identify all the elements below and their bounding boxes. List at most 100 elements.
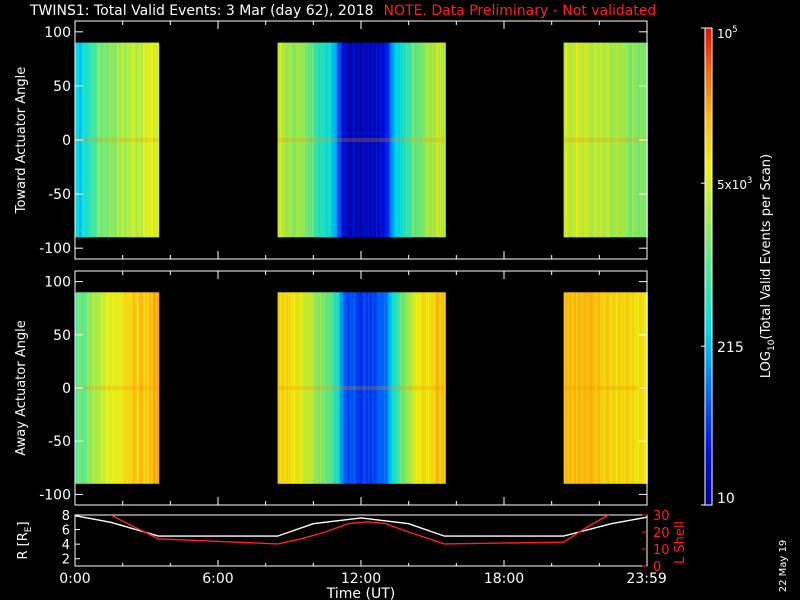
heatmap-column (571, 292, 574, 484)
colorbar-segment (705, 71, 712, 77)
colorbar-segment (705, 357, 712, 363)
title-note: NOTE. Data Preliminary - Not validated (383, 3, 657, 19)
heatmap-column (399, 42, 402, 238)
colorbar-segment (705, 393, 712, 399)
right-y-axis-label: L Shell (673, 521, 688, 564)
heatmap-column (563, 292, 566, 484)
l-shell-line (110, 515, 610, 545)
y-tick-label: 100 (44, 25, 71, 41)
heatmap-column (345, 42, 348, 238)
heatmap-column (303, 42, 306, 238)
data-block-1 (75, 292, 160, 484)
heatmap-column (85, 42, 88, 238)
colorbar-segment (705, 326, 712, 331)
heatmap-column (411, 42, 414, 238)
heatmap-column (613, 292, 616, 484)
colorbar-segment (705, 67, 712, 73)
heatmap-column (135, 292, 138, 484)
heatmap-column (143, 42, 146, 238)
heatmap-column (343, 292, 346, 484)
heatmap-column (391, 292, 394, 484)
heatmap-column (329, 42, 332, 238)
colorbar-segment (705, 481, 712, 486)
heatmap-column (437, 292, 440, 484)
colorbar-segment (705, 385, 712, 391)
x-tick-label: 23:59 (626, 571, 666, 587)
colorbar-segment (705, 107, 712, 113)
heatmap-column (379, 42, 382, 238)
heatmap-column (143, 292, 146, 484)
colorbar-segment (705, 306, 712, 311)
left-y-tick-label: 2 (62, 553, 70, 568)
heatmap-column (279, 42, 282, 238)
data-block-1 (75, 42, 160, 238)
colorbar-segment (705, 361, 712, 367)
heatmap-column (87, 42, 90, 238)
colorbar-segment (705, 473, 712, 478)
heatmap-column (287, 42, 290, 238)
colorbar-segment (705, 222, 712, 228)
colorbar-segment (705, 401, 712, 407)
colorbar-segment (705, 465, 712, 470)
heatmap-column (359, 42, 362, 238)
colorbar-segment (705, 330, 712, 335)
heatmap-column (351, 42, 354, 238)
heatmap-column (339, 292, 342, 484)
colorbar-label: LOG10(Total Valid Events per Scan) (759, 154, 777, 378)
heatmap-column (575, 42, 578, 238)
heatmap-column (395, 42, 398, 238)
heatmap-column (347, 42, 350, 238)
date-stamp: 22 May 19 (778, 540, 789, 592)
heatmap-column (321, 42, 324, 238)
heatmap-column (105, 42, 108, 238)
radius-line (75, 515, 647, 537)
heatmap-column (147, 42, 150, 238)
y-tick-label: 0 (62, 133, 71, 149)
heatmap-column (401, 42, 404, 238)
heatmap-column (573, 42, 576, 238)
data-block-2 (277, 292, 446, 484)
heatmap-column (285, 292, 288, 484)
heatmap-column (419, 42, 422, 238)
heatmap-column (335, 42, 338, 238)
colorbar-segment (705, 346, 712, 351)
heatmap-column (389, 292, 392, 484)
colorbar-segment (705, 278, 712, 284)
heatmap-column (327, 42, 330, 238)
heatmap-column (359, 292, 362, 484)
right-y-tick-label: 30 (653, 509, 670, 524)
heatmap-column (153, 42, 156, 238)
heatmap-column (427, 292, 430, 484)
heatmap-column (567, 292, 570, 484)
colorbar-segment (705, 206, 712, 212)
heatmap-column (315, 292, 318, 484)
heatmap-column (609, 292, 612, 484)
heatmap-column (603, 42, 606, 238)
heatmap-column (397, 42, 400, 238)
heatmap-column (151, 292, 154, 484)
heatmap-column (289, 292, 292, 484)
heatmap-column (299, 42, 302, 238)
colorbar-segment (705, 75, 712, 81)
heatmap-column (441, 292, 444, 484)
colorbar-segment (705, 477, 712, 482)
y-tick-label: 50 (53, 79, 71, 95)
heatmap-column (109, 42, 112, 238)
heatmap-column (441, 42, 444, 238)
colorbar-segment (705, 210, 712, 216)
colorbar-segment (705, 28, 712, 33)
heatmap-column (335, 292, 338, 484)
colorbar-segment (705, 302, 712, 307)
heatmap-column (337, 292, 340, 484)
colorbar-segment (705, 183, 712, 188)
heatmap-column (111, 42, 114, 238)
heatmap-column (629, 292, 632, 484)
heatmap-column (367, 292, 370, 484)
colorbar-segment (705, 485, 712, 490)
heatmap-column (377, 292, 380, 484)
heatmap-column (387, 42, 390, 238)
heatmap-column (129, 42, 132, 238)
heatmap-column (615, 292, 618, 484)
colorbar-segment (705, 266, 712, 272)
